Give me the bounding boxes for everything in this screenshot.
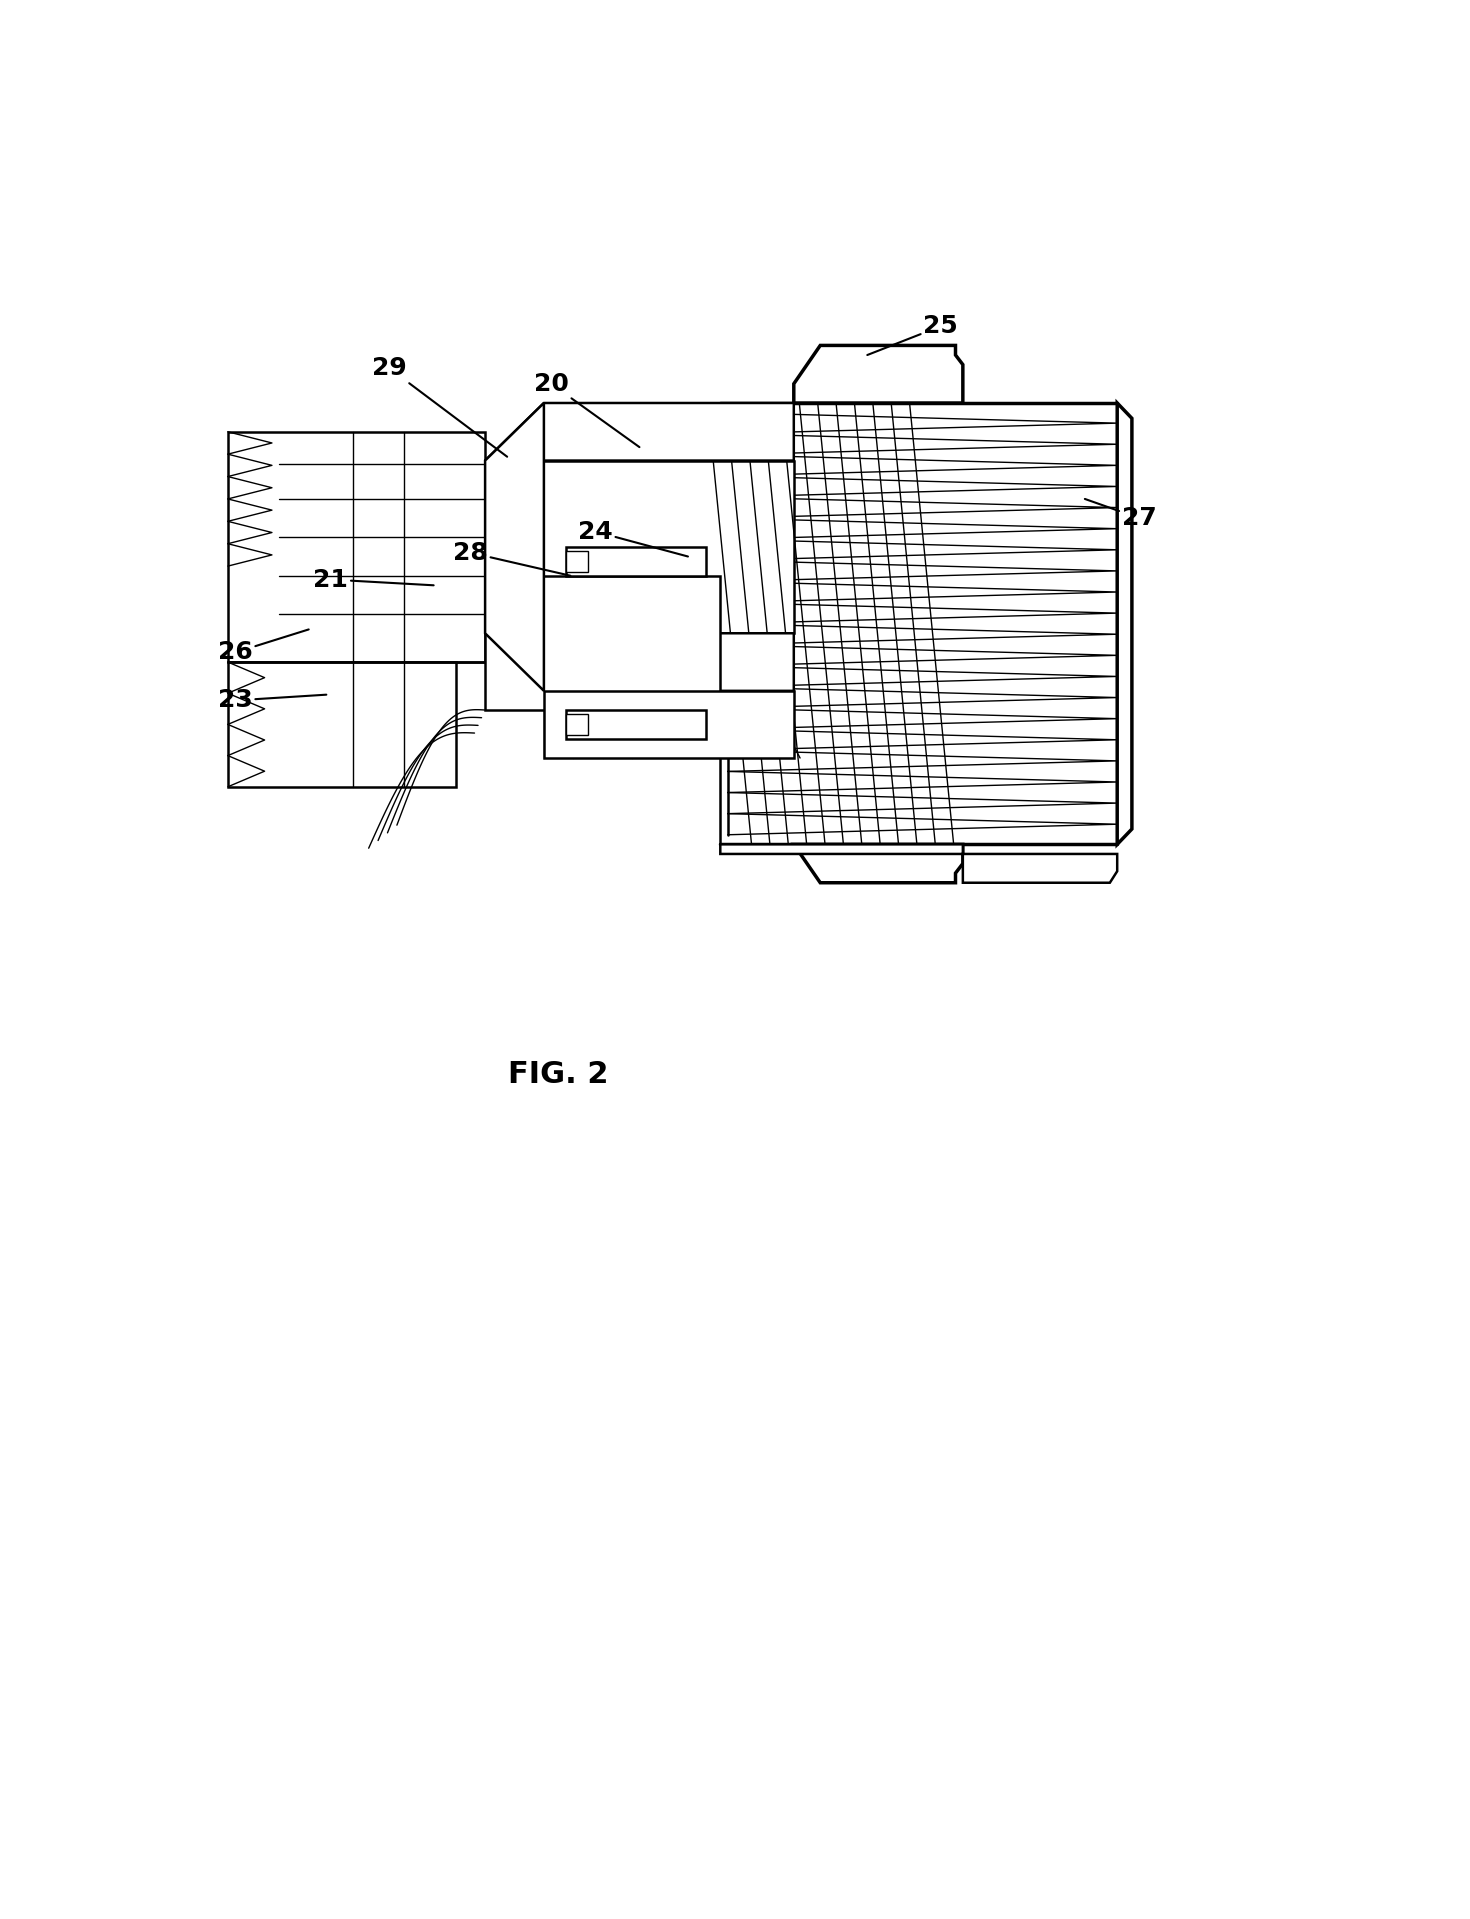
Text: 27: 27 <box>1085 499 1157 530</box>
Text: 21: 21 <box>313 568 434 591</box>
Polygon shape <box>794 345 963 403</box>
Text: 29: 29 <box>372 357 507 457</box>
Polygon shape <box>228 432 485 662</box>
Text: 28: 28 <box>453 541 570 576</box>
Text: 25: 25 <box>867 315 958 355</box>
Text: 24: 24 <box>578 520 688 557</box>
Text: 20: 20 <box>534 372 639 447</box>
Polygon shape <box>794 844 963 883</box>
Polygon shape <box>485 461 794 633</box>
Text: 26: 26 <box>218 629 309 664</box>
Polygon shape <box>720 403 1117 844</box>
Text: 23: 23 <box>218 689 326 712</box>
Polygon shape <box>485 403 794 461</box>
Polygon shape <box>566 710 706 739</box>
Polygon shape <box>720 844 1117 883</box>
Polygon shape <box>544 691 794 758</box>
Polygon shape <box>485 403 544 691</box>
Polygon shape <box>485 633 794 691</box>
Polygon shape <box>566 547 706 576</box>
Polygon shape <box>566 551 588 572</box>
Polygon shape <box>228 662 456 787</box>
Polygon shape <box>485 576 720 710</box>
Text: FIG. 2: FIG. 2 <box>509 1059 609 1090</box>
Polygon shape <box>1117 403 1132 844</box>
Polygon shape <box>566 714 588 735</box>
